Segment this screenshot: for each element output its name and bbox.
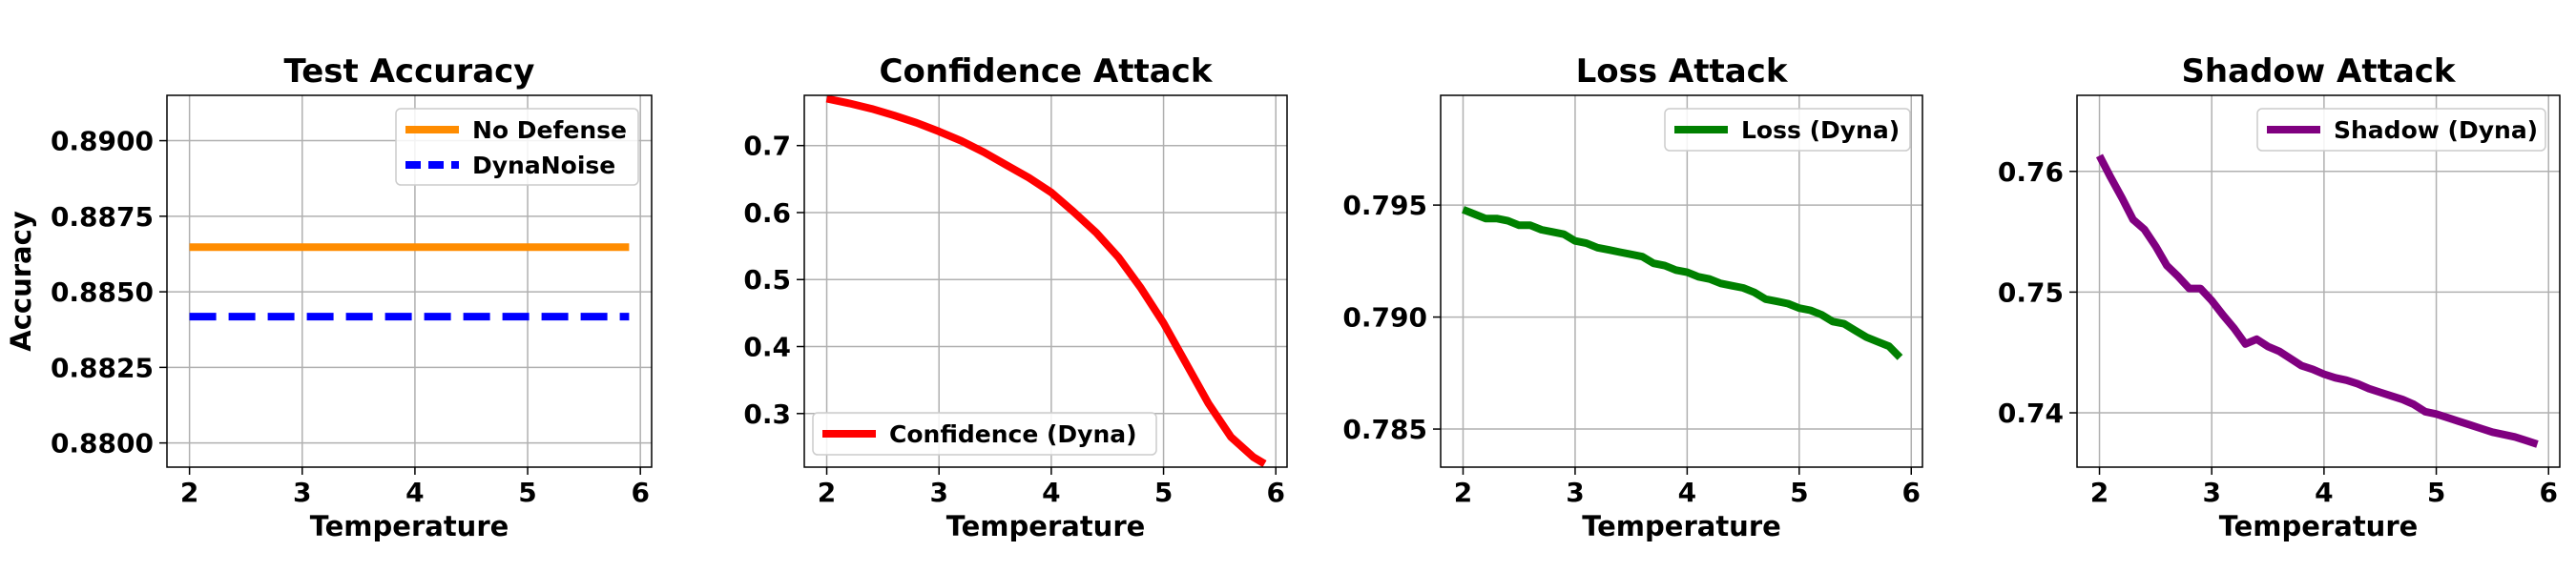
chart-panel-4: 2 3 4 5 6 0.74 0.75 0.76 Shadow Attack Temperatur… [1998, 52, 2561, 542]
legend-box [812, 412, 1157, 456]
x-axis-label: Temperature [1582, 510, 1781, 542]
x-tick-label: 5 [2427, 477, 2445, 508]
series-line-shadow-dyna [2095, 153, 2539, 448]
chart-panel-3: 2 3 4 5 6 0.785 0.790 0.795 Loss Attack Temperatu… [1342, 52, 1923, 542]
y-tick-label: 0.790 [1342, 302, 1427, 334]
y-tick-label: 0.5 [743, 264, 791, 296]
y-tick-label: 0.8850 [51, 276, 154, 308]
legend: Shadow (Dyna) [2256, 108, 2546, 152]
x-tick-label: 3 [293, 477, 311, 508]
series-line-loss-dyna [1462, 206, 1903, 360]
plot-frame [166, 94, 653, 468]
x-tick-label: 6 [1902, 477, 1921, 508]
chart-title: Test Accuracy [284, 52, 535, 91]
legend: No Defense DynaNoise [395, 108, 639, 186]
legend-label: Loss (Dyna) [1741, 116, 1900, 144]
series-line-confidence-dyna [825, 94, 1267, 467]
legend-label: No Defense [472, 116, 627, 144]
x-tick-label: 6 [1266, 477, 1284, 508]
x-tick-label: 4 [2315, 477, 2333, 508]
x-tick-label: 5 [518, 477, 536, 508]
y-tick-label: 0.4 [743, 332, 791, 363]
x-tick-label: 4 [1042, 477, 1060, 508]
x-tick-label: 6 [631, 477, 649, 508]
x-tick-label: 6 [2539, 477, 2557, 508]
y-tick-label: 0.76 [1998, 156, 2064, 188]
plot-frame [2076, 94, 2561, 468]
y-tick-label: 0.8900 [51, 126, 154, 157]
x-tick-label: 3 [2202, 477, 2220, 508]
legend: Confidence (Dyna) [812, 412, 1157, 456]
legend-box [1664, 108, 1911, 152]
chart-title: Shadow Attack [2181, 52, 2456, 91]
x-tick-label: 2 [1454, 477, 1472, 508]
x-tick-label: 5 [1154, 477, 1173, 508]
y-tick-label: 0.74 [1998, 398, 2064, 429]
x-tick-label: 2 [2090, 477, 2109, 508]
chart-panel-2: 2 3 4 5 6 0.3 0.4 0.5 0.6 0.7 Confidence Attack Tem… [743, 52, 1288, 542]
chart-title: Loss Attack [1576, 52, 1789, 91]
legend-label: Confidence (Dyna) [889, 420, 1137, 448]
y-tick-label: 0.6 [743, 197, 791, 229]
y-tick-label: 0.8875 [51, 201, 154, 233]
y-tick-label: 0.8825 [51, 352, 154, 383]
x-axis-label: Temperature [310, 510, 509, 542]
plot-frame [803, 94, 1288, 468]
legend-box [2256, 108, 2546, 152]
x-tick-label: 3 [929, 477, 947, 508]
x-tick-label: 2 [180, 477, 198, 508]
chart-title: Confidence Attack [880, 52, 1214, 91]
y-tick-label: 0.3 [743, 398, 791, 430]
x-axis-label: Temperature [2219, 510, 2419, 542]
x-tick-label: 4 [405, 477, 424, 508]
x-axis-label: Temperature [946, 510, 1146, 542]
x-tick-label: 5 [1790, 477, 1808, 508]
x-tick-label: 3 [1566, 477, 1584, 508]
legend-label: Shadow (Dyna) [2334, 116, 2538, 144]
legend: Loss (Dyna) [1664, 108, 1911, 152]
y-tick-label: 0.7 [743, 131, 791, 162]
y-tick-label: 0.795 [1342, 190, 1427, 221]
y-tick-label: 0.785 [1342, 414, 1427, 445]
x-tick-label: 2 [818, 477, 836, 508]
y-axis-label: Accuracy [5, 211, 37, 352]
y-tick-label: 0.75 [1998, 276, 2064, 308]
x-tick-label: 4 [1678, 477, 1696, 508]
y-tick-label: 0.8800 [51, 428, 154, 460]
chart-panel-1: 2 3 4 5 6 0.8800 0.8825 0.8850 0.8875 0.8900 Test … [5, 52, 653, 542]
legend-label: DynaNoise [472, 152, 615, 179]
plot-frame [1440, 94, 1923, 468]
